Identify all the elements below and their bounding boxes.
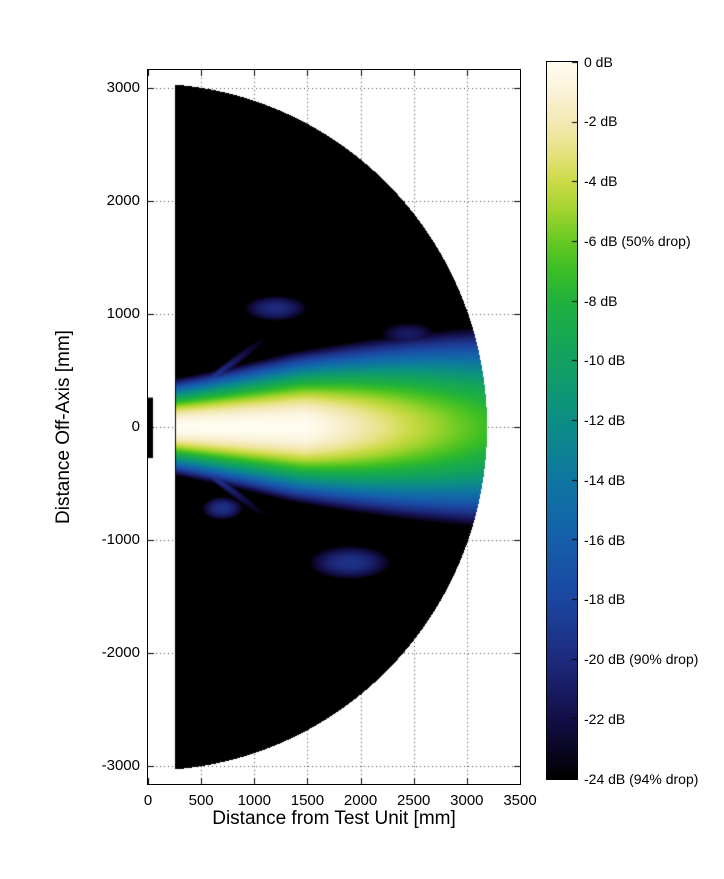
y-tick-label: -1000: [101, 530, 140, 548]
y-tick-label: 3000: [106, 79, 140, 97]
y-axis-label: Distance Off-Axis [mm]: [53, 330, 74, 524]
colorbar-tick-label: -2 dB: [584, 113, 618, 130]
colorbar-tick-label: -22 dB: [584, 710, 626, 727]
x-tick-label: 2500: [397, 792, 431, 809]
colorbar-tick-label: -4 dB: [584, 173, 618, 189]
colorbar: [546, 61, 578, 780]
y-tick-label: -2000: [101, 643, 140, 661]
y-tick-label: -3000: [101, 756, 140, 774]
colorbar-tick-label: 0 dB: [584, 53, 613, 70]
colorbar-tick-label: -8 dB: [584, 292, 618, 309]
colorbar-tick-label: -20 dB (90% drop): [584, 651, 699, 667]
colorbar-tick-label: -14 dB: [584, 471, 626, 488]
y-tick-label: 1000: [106, 305, 140, 323]
beam-heatmap-canvas: [148, 70, 520, 784]
colorbar-tick-label: -12 dB: [584, 412, 626, 428]
x-tick-label: 2000: [343, 792, 378, 809]
x-tick-label: 1500: [290, 792, 325, 809]
x-tick-label: 1000: [237, 792, 271, 809]
colorbar-tick-label: -16 dB: [584, 531, 626, 548]
x-axis-label: Distance from Test Unit [mm]: [212, 808, 456, 829]
colorbar-tick-label: -6 dB (50% drop): [584, 232, 691, 249]
plot-area: [147, 69, 521, 785]
y-tick-label: 0: [131, 418, 140, 435]
x-tick-label: 3500: [503, 792, 537, 809]
x-tick-label: 500: [188, 792, 214, 809]
x-tick-label: 0: [143, 792, 153, 809]
colorbar-tick-label: -10 dB: [584, 352, 626, 369]
colorbar-tick-label: -24 dB (94% drop): [584, 770, 699, 787]
y-tick-label: 2000: [106, 192, 140, 210]
x-tick-label: 3000: [450, 792, 484, 809]
colorbar-tick-label: -18 dB: [584, 591, 626, 608]
colorbar-gradient-canvas: [547, 62, 577, 779]
